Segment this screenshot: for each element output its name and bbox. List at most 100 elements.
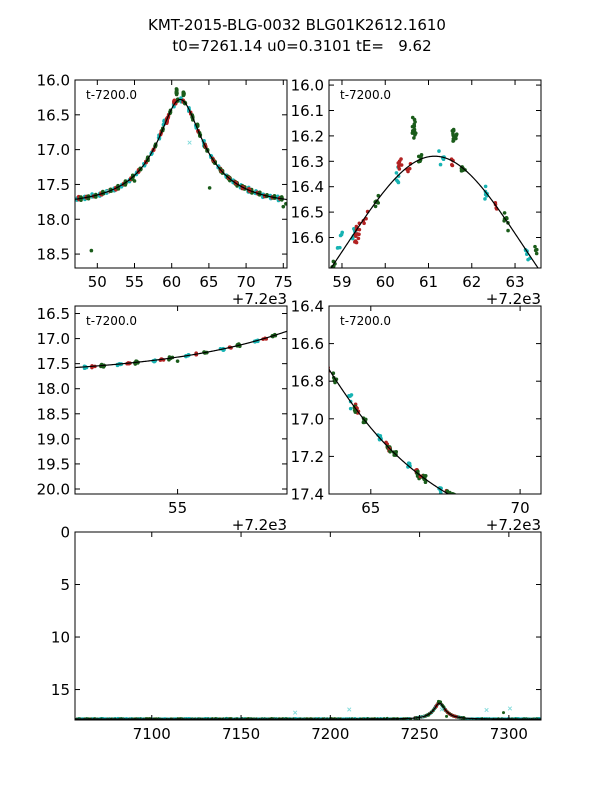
x-tick-label: 7300 — [490, 725, 528, 743]
data-point — [451, 495, 455, 499]
data-point — [454, 133, 459, 138]
data-point — [483, 197, 487, 201]
data-point — [483, 509, 487, 513]
panels: 50 55 60 65 70 7516.016.517.017.518.018.5t-72… — [37, 72, 550, 743]
y-tick-label: 17.0 — [37, 141, 70, 159]
x-tick-label: 55 — [168, 499, 187, 517]
data-point — [484, 707, 489, 713]
data-point — [445, 714, 449, 718]
data-point — [543, 531, 547, 535]
data-point — [412, 136, 416, 140]
data-point — [481, 511, 485, 515]
data-point — [453, 501, 457, 505]
data-point — [544, 532, 548, 536]
data-point — [324, 351, 328, 355]
plot-area-p1 — [75, 87, 287, 253]
x-tick-label: 65 — [361, 499, 380, 517]
data-point — [373, 204, 378, 209]
x-offset-label: +7.2e3 — [232, 516, 287, 534]
model-curve — [75, 330, 287, 369]
data-point — [482, 507, 486, 511]
y-tick-label: 5 — [60, 576, 70, 594]
y-tick-label: 16.1 — [291, 102, 324, 120]
data-point — [452, 497, 456, 501]
panel-p5: 7100 7150 7200 7250 7300 0 5 10 15 — [51, 524, 542, 743]
data-point — [347, 707, 352, 712]
data-point — [476, 507, 480, 511]
plot-area-p4 — [324, 351, 548, 536]
data-point — [476, 508, 480, 512]
panel-p2: 59 60 61 62 63 16.0 16.1 16.2 16.3 16.4 16.5 16.6 t-… — [291, 77, 550, 316]
data-point — [132, 179, 137, 183]
data-point — [477, 507, 481, 511]
data-point — [538, 268, 542, 272]
data-point — [333, 380, 337, 385]
panel-p1: 50 55 60 65 70 75 16.0 16.5 17.0 17.5 18.0 18.5 t-72… — [37, 72, 293, 309]
data-point — [487, 312, 491, 316]
y-tick-label: 16.4 — [291, 298, 324, 316]
data-point — [477, 509, 481, 513]
y-tick-label: 20.0 — [37, 480, 70, 498]
y-tick-label: 16.0 — [37, 72, 70, 90]
data-point — [475, 509, 479, 513]
data-point — [533, 244, 537, 249]
data-point — [536, 269, 540, 273]
data-point — [546, 282, 550, 286]
x-tick-label: 70 — [237, 273, 256, 291]
y-tick-label: 16.8 — [291, 373, 324, 391]
data-point — [534, 247, 539, 252]
data-point — [423, 473, 428, 478]
data-point — [479, 508, 483, 512]
data-point — [406, 169, 410, 174]
data-point — [476, 509, 480, 513]
data-point — [502, 711, 506, 715]
data-point — [467, 501, 471, 505]
data-point — [526, 257, 530, 262]
data-point — [467, 500, 471, 504]
data-point — [412, 117, 417, 122]
x-tick-label: 7150 — [222, 725, 260, 743]
x-offset-label: +7.2e3 — [486, 516, 541, 534]
panel-label: t-7200.0 — [86, 314, 137, 328]
plot-area-p2 — [322, 115, 550, 316]
data-point — [335, 246, 340, 250]
x-tick-label: 7200 — [311, 725, 349, 743]
data-point — [322, 275, 326, 279]
data-point — [348, 406, 353, 411]
data-point — [437, 149, 441, 153]
data-point — [483, 184, 488, 189]
data-point — [207, 186, 212, 190]
x-tick-label: 65 — [199, 273, 218, 291]
data-point — [340, 230, 345, 235]
data-point — [362, 221, 366, 226]
data-point — [542, 531, 546, 535]
y-tick-label: 18.0 — [37, 211, 70, 229]
data-point — [354, 224, 359, 229]
panel-label: t-7200.0 — [340, 314, 391, 328]
y-tick-label: 17.4 — [291, 486, 324, 504]
data-point — [357, 227, 362, 232]
data-point — [483, 512, 487, 516]
x-tick-label: 63 — [505, 273, 524, 291]
y-tick-label: 17.2 — [291, 448, 324, 466]
data-point — [438, 162, 443, 167]
data-point — [376, 201, 381, 205]
data-point — [323, 270, 327, 274]
y-tick-label: 18.0 — [37, 380, 70, 398]
data-point — [473, 503, 477, 507]
data-point — [439, 707, 444, 712]
y-tick-label: 16.4 — [291, 178, 324, 196]
x-offset-label: +7.2e3 — [232, 290, 287, 308]
data-point — [475, 506, 479, 510]
data-point — [288, 326, 292, 330]
axes-frame — [74, 305, 288, 495]
data-point — [481, 506, 485, 510]
data-point — [475, 507, 479, 511]
y-tick-label: 16.6 — [291, 229, 324, 247]
data-point — [399, 163, 404, 167]
chart-title-line1: KMT-2015-BLG-0032 BLG01K2612.1610 — [148, 16, 446, 34]
y-tick-label: 17.5 — [37, 355, 70, 373]
y-tick-label: 17.5 — [37, 176, 70, 194]
y-tick-label: 15 — [51, 681, 70, 699]
